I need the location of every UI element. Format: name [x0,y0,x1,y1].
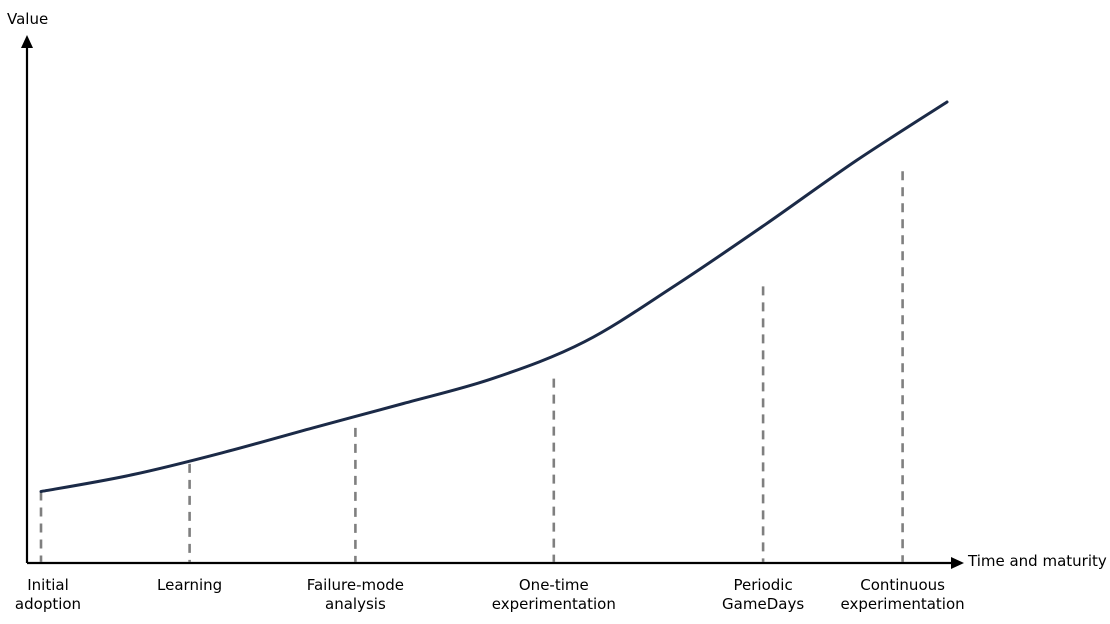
stage-label-line: GameDays [722,595,804,613]
stage-label-line: Initial [27,576,69,594]
y-axis-arrow [21,35,33,48]
value-curve [39,100,949,493]
stage-markers [39,171,904,562]
stage-label: Initial adoption [15,576,81,613]
y-axis-title: Value [7,10,48,28]
stage-label-line: Failure-mode [307,576,404,594]
stage-labels: Initial adoption Learning Failure-mode analy… [15,576,965,613]
x-axis-arrow [951,557,964,569]
stage-label: Failure-mode analysis [307,576,404,613]
stage-label-line: analysis [325,595,386,613]
stage-label: Periodic GameDays [722,576,804,613]
stage-label-line: experimentation [841,595,965,613]
stage-label-line: Learning [157,576,222,594]
x-axis-title: Time and maturity [967,552,1107,570]
stage-label-line: experimentation [492,595,616,613]
stage-label-line: Periodic [734,576,793,594]
stage-label: Learning [157,576,222,594]
stage-label-line: adoption [15,595,81,613]
stage-label: One-time experimentation [492,576,616,613]
axes [21,35,964,569]
stage-label-line: Continuous [860,576,945,594]
stage-label-line: One-time [519,576,589,594]
stage-label: Continuous experimentation [841,576,965,613]
